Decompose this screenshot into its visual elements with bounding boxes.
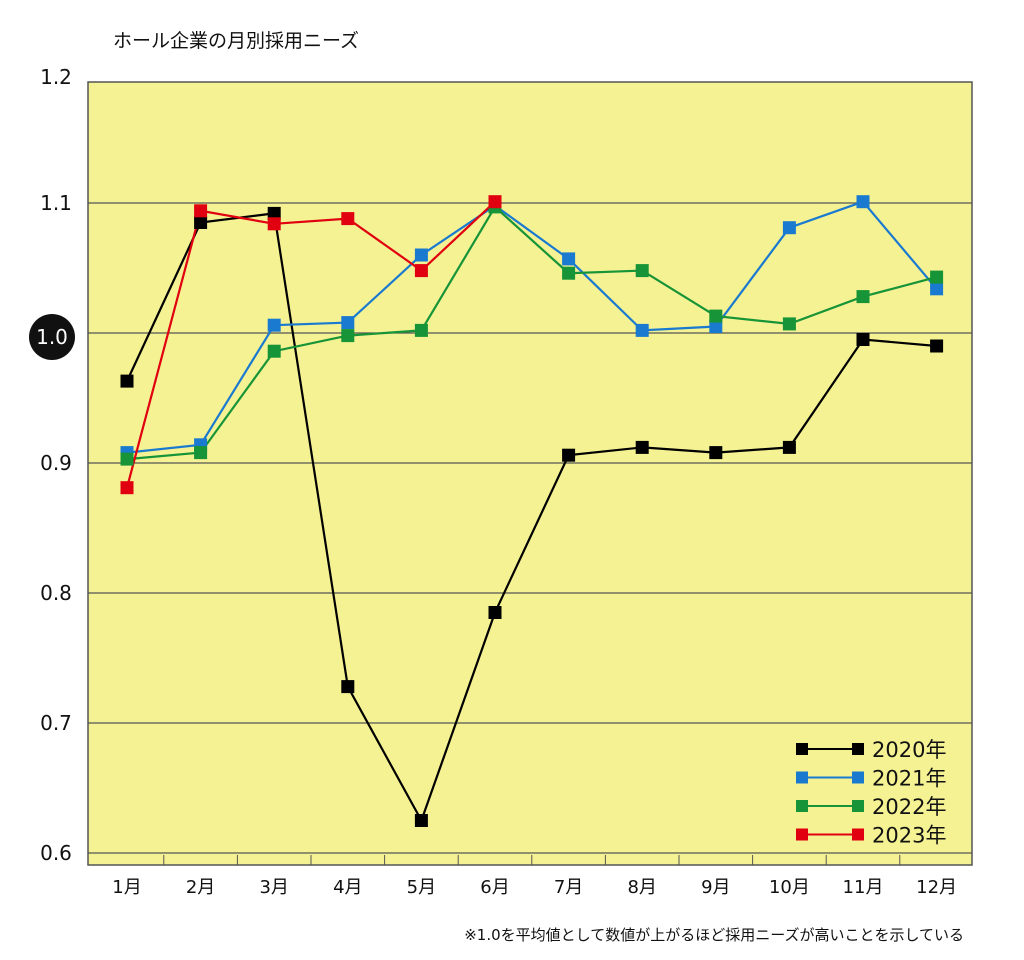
series-line-2020年 [126, 212, 937, 824]
x-tick-label: 2月 [186, 877, 215, 898]
data-point [562, 266, 576, 280]
data-point [562, 448, 576, 462]
y-tick-label: 0.6 [40, 841, 72, 865]
legend-marker [796, 828, 808, 841]
y-tick-label: 1.2 [40, 65, 72, 89]
highlight-circle [29, 314, 75, 360]
x-tick-label: 7月 [554, 877, 583, 898]
data-point [782, 440, 796, 454]
data-point [709, 446, 723, 460]
legend-marker [852, 743, 864, 755]
series-line-2023年 [125, 200, 496, 488]
legend-label: 2022年 [872, 795, 946, 819]
y-tick-label: 0.9 [40, 451, 72, 475]
data-point [341, 680, 355, 694]
legend-marker [796, 743, 808, 755]
x-tick-label: 9月 [701, 877, 730, 898]
data-point [267, 206, 281, 220]
data-point [488, 606, 502, 619]
data-point [709, 309, 723, 323]
x-tick-label: 8月 [627, 877, 656, 898]
data-point [635, 264, 649, 278]
data-point [267, 344, 281, 358]
legend-marker [796, 771, 808, 784]
x-tick-label: 1月 [112, 877, 141, 898]
data-point [562, 252, 576, 266]
y-tick-label: 1.1 [40, 191, 72, 215]
plot-area [87, 81, 973, 866]
legend-marker [796, 800, 808, 812]
data-point [414, 323, 428, 337]
series-line-2022年 [126, 205, 937, 461]
legend-marker [852, 800, 864, 812]
data-point [930, 282, 944, 296]
data-point [120, 481, 134, 495]
data-point [856, 290, 870, 304]
data-point [414, 814, 428, 827]
data-point [856, 195, 870, 209]
data-point [341, 316, 355, 330]
chart-title: ホール企業の月別採用ニーズ [113, 30, 360, 52]
data-point [414, 264, 428, 278]
data-point [341, 329, 355, 343]
data-point [709, 320, 723, 333]
data-point [635, 440, 649, 454]
data-point [120, 452, 134, 466]
y-tick-label: 0.8 [40, 581, 72, 605]
legend-label: 2020年 [872, 738, 946, 762]
data-point [194, 216, 208, 229]
data-point [930, 270, 944, 284]
data-point [194, 446, 208, 460]
y-tick-label: 1.0 [36, 325, 68, 349]
x-tick-label: 4月 [333, 877, 362, 898]
data-point [635, 323, 649, 337]
x-tick-label: 6月 [480, 877, 509, 898]
legend-marker [852, 828, 864, 841]
data-point [194, 204, 208, 218]
legend-label: 2023年 [872, 824, 946, 848]
x-tick-label: 11月 [843, 877, 884, 898]
data-point [267, 217, 281, 231]
legend-marker [852, 771, 864, 784]
legend-label: 2021年 [872, 767, 946, 791]
x-tick-label: 5月 [407, 877, 436, 898]
x-tick-label: 12月 [916, 877, 957, 898]
y-tick-label: 0.7 [40, 711, 72, 735]
data-point [267, 318, 281, 332]
data-point [414, 248, 428, 262]
data-point [120, 374, 134, 388]
data-point [856, 333, 870, 346]
series-line-2021年 [126, 200, 938, 454]
footnote: ※1.0を平均値として数値が上がるほど採用ニーズが高いことを示している [464, 926, 964, 944]
data-point [782, 221, 796, 235]
x-tick-label: 3月 [259, 877, 288, 898]
data-point [782, 317, 796, 331]
data-point [488, 195, 502, 209]
data-point [341, 212, 355, 226]
data-point [930, 339, 944, 353]
x-tick-label: 10月 [769, 877, 810, 898]
